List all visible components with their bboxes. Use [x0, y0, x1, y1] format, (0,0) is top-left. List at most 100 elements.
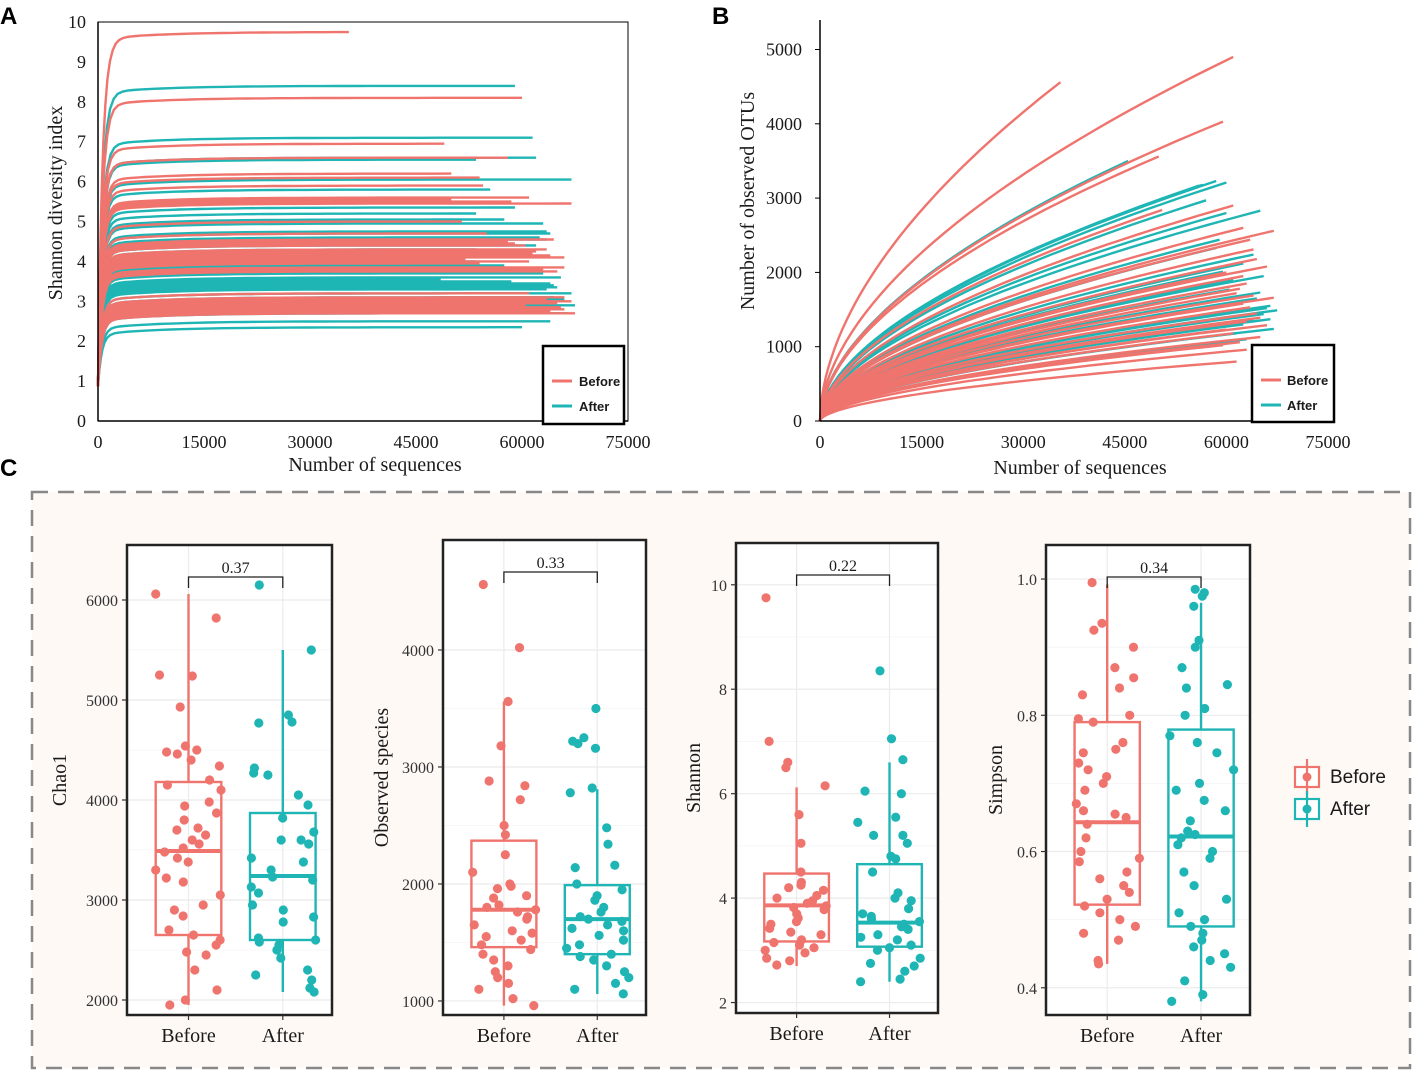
- data-point-after: [276, 835, 286, 845]
- data-point-before: [765, 923, 775, 934]
- legend-key-dot: [1302, 804, 1312, 814]
- data-point-after: [1197, 591, 1207, 601]
- data-point-after: [589, 955, 599, 965]
- data-point-before: [201, 830, 211, 840]
- chart-b-ticks: 0 15000 30000 45000 60000 75000 0 1000 2000 3000 4…: [766, 20, 1351, 452]
- data-point-after: [618, 935, 629, 945]
- data-point-before: [1118, 737, 1128, 748]
- data-point-after: [570, 984, 580, 994]
- rarefaction-curve-before: [818, 238, 1251, 422]
- ytick-label: 0.8: [1017, 708, 1037, 725]
- panel-letter-a: A: [0, 3, 17, 30]
- data-point-before: [786, 927, 796, 937]
- data-point-before: [215, 890, 225, 900]
- data-point-before: [212, 985, 222, 995]
- ytick-label: 0.6: [1017, 845, 1037, 862]
- data-point-after: [602, 823, 612, 833]
- ytick-label: 2000: [402, 877, 434, 894]
- rarefaction-curve-after: [818, 262, 1244, 422]
- data-point-after: [574, 940, 585, 950]
- data-point-after: [278, 813, 288, 823]
- data-point-before: [154, 670, 165, 680]
- data-point-before: [489, 893, 499, 903]
- data-point-before: [180, 995, 190, 1005]
- data-point-after: [254, 718, 264, 728]
- chart-a-xtick-label: 30000: [288, 432, 333, 452]
- data-point-after: [1171, 785, 1181, 795]
- rarefaction-curve-before: [96, 304, 526, 387]
- data-point-after: [869, 830, 879, 841]
- rarefaction-curve-before: [818, 274, 1244, 422]
- data-point-after: [293, 790, 303, 800]
- data-point-after: [1189, 601, 1199, 611]
- data-point-before: [492, 884, 503, 894]
- data-point-after: [853, 817, 863, 828]
- data-point-after: [909, 961, 919, 971]
- data-point-after: [906, 940, 916, 950]
- data-point-after: [311, 935, 321, 945]
- data-point-after: [915, 953, 925, 963]
- data-point-before: [1102, 772, 1112, 782]
- xtick-label-after: After: [868, 1023, 911, 1045]
- data-point-after: [866, 914, 877, 924]
- data-point-after: [1179, 867, 1189, 877]
- data-point-after: [278, 905, 288, 915]
- data-point-before: [180, 801, 190, 811]
- data-point-after: [1190, 829, 1200, 840]
- ytick-label: 6000: [86, 593, 118, 610]
- data-point-after: [1220, 806, 1230, 816]
- chart-b-ylabel: Number of observed OTUs: [737, 92, 759, 310]
- data-point-after: [570, 863, 580, 873]
- data-point-before: [198, 900, 208, 910]
- data-point-after: [298, 857, 308, 867]
- data-point-after: [1176, 833, 1186, 843]
- y-axis-label: Simpson: [985, 745, 1007, 815]
- data-point-before: [161, 873, 171, 883]
- data-point-after: [287, 717, 297, 727]
- data-point-after: [603, 839, 613, 849]
- data-point-before: [179, 815, 189, 825]
- data-point-before: [178, 911, 188, 921]
- chart-b-legend-box: [1250, 343, 1336, 424]
- data-point-before: [769, 937, 779, 948]
- legend-key-dot: [1302, 772, 1312, 782]
- data-point-before: [474, 984, 484, 994]
- data-point-before: [506, 881, 516, 891]
- rarefaction-curve-before: [96, 270, 558, 387]
- data-point-before: [1095, 908, 1105, 918]
- data-point-after: [619, 926, 629, 936]
- data-point-before: [1081, 833, 1091, 843]
- boxplot-chao1: 2000 3000 4000 5000 6000 Before After Chao1 0.37: [49, 543, 334, 1047]
- boxplot-background: [1046, 545, 1250, 1015]
- data-point-before: [1113, 935, 1124, 945]
- data-point-after: [247, 900, 258, 910]
- data-point-after: [303, 800, 313, 810]
- data-point-before: [784, 883, 794, 893]
- data-point-after: [587, 783, 597, 793]
- data-point-before: [1102, 894, 1112, 904]
- data-point-before: [484, 776, 494, 786]
- data-point-before: [214, 761, 224, 771]
- ytick-label: 4: [719, 891, 727, 908]
- data-point-after: [1180, 710, 1190, 720]
- chart-a-ytick-label: 10: [68, 12, 86, 32]
- data-point-before: [1083, 765, 1093, 775]
- data-point-before: [1124, 887, 1134, 898]
- boxplot-frame: [125, 543, 334, 1017]
- data-point-before: [496, 741, 506, 751]
- data-point-after: [307, 975, 317, 985]
- data-point-before: [800, 948, 810, 958]
- data-point-after: [246, 882, 256, 892]
- data-point-after: [1200, 703, 1210, 714]
- data-point-after: [606, 949, 616, 959]
- chart-b-xtick-label: 45000: [1102, 432, 1147, 452]
- data-point-before: [1110, 809, 1120, 819]
- data-point-before: [493, 973, 503, 983]
- data-point-after: [900, 966, 910, 976]
- boxplot-frame: [734, 541, 940, 1015]
- data-point-before: [503, 696, 513, 707]
- data-point-after: [872, 945, 883, 955]
- data-point-before: [494, 900, 504, 910]
- data-point-before: [499, 820, 509, 831]
